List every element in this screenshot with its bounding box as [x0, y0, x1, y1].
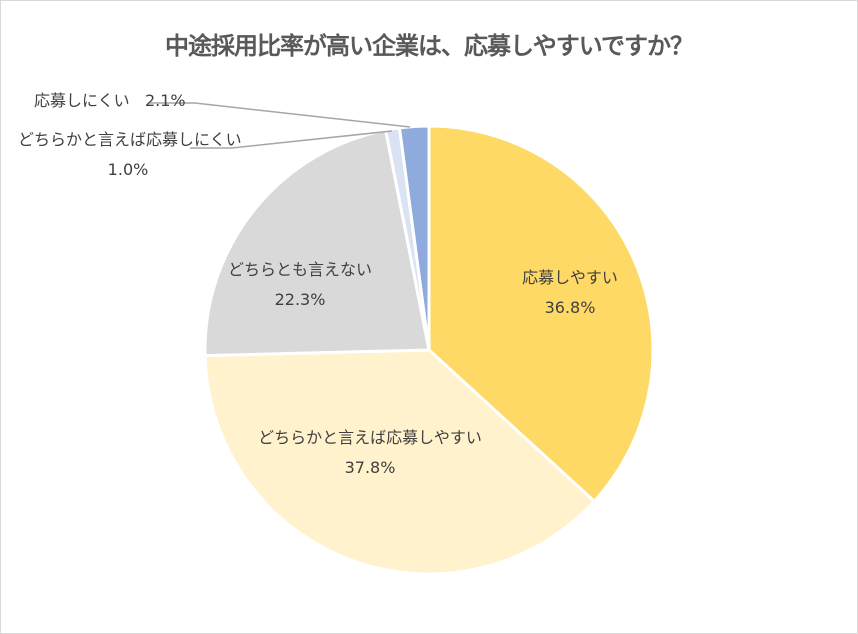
slice-neutral [203, 128, 431, 358]
leader-line [190, 130, 393, 149]
label-neutral: どちらとも言えない 22.3% [227, 260, 372, 309]
label-hard: 応募しにくい 2.1% [34, 91, 186, 110]
chart-title: 中途採用比率が高い企業は、応募しやすいですか？ [164, 32, 694, 60]
label-easy: 応募しやすい 36.8% [522, 268, 618, 317]
slice-somewhat-easy [203, 348, 597, 576]
slice-easy [427, 124, 655, 504]
label-somewhat-hard: どちらかと言えば応募しにくい 1.0% [18, 130, 242, 179]
label-somewhat-easy: どちらかと言えば応募しやすい 37.8% [258, 428, 482, 477]
slice-hard [397, 124, 431, 351]
leader-line [150, 102, 411, 128]
